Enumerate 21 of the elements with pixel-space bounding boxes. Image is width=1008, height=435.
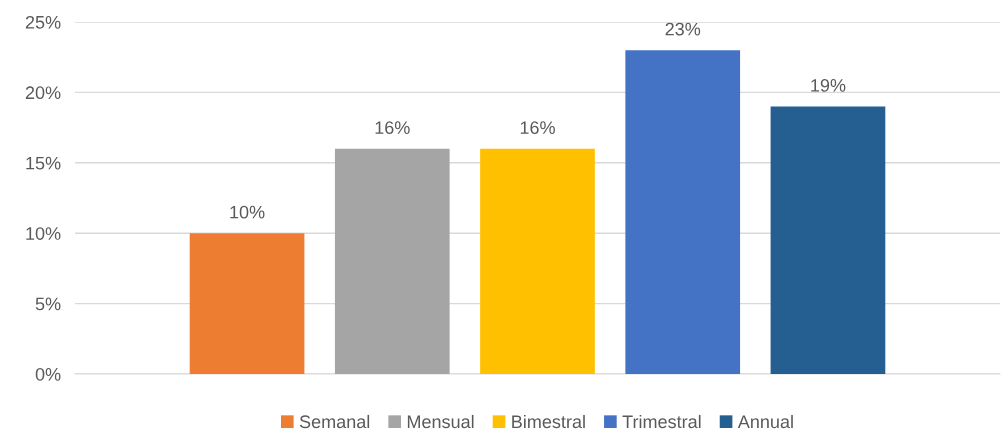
legend-label: Annual (737, 414, 793, 429)
y-tick-label: 20% (25, 86, 61, 100)
legend-label: Semanal (299, 414, 370, 429)
bar (480, 148, 595, 374)
bar (770, 106, 886, 374)
bar (189, 233, 305, 374)
bar (334, 148, 450, 374)
y-tick-label: 5% (35, 297, 61, 311)
y-tick-label: 15% (26, 156, 61, 170)
data-label: 23% (665, 22, 701, 36)
legend-label: Mensual (407, 414, 474, 429)
legend-label: Trimestral (622, 414, 701, 429)
bar (625, 50, 741, 374)
data-label: 19% (811, 79, 846, 92)
legend-label: Bimestral (512, 414, 585, 429)
data-label: 16% (375, 121, 410, 135)
y-tick-label: 25% (25, 15, 61, 29)
y-tick-label: 0% (35, 367, 61, 381)
data-label: 10% (230, 205, 265, 219)
y-tick-label: 10% (26, 227, 61, 240)
data-label: 16% (520, 121, 555, 135)
